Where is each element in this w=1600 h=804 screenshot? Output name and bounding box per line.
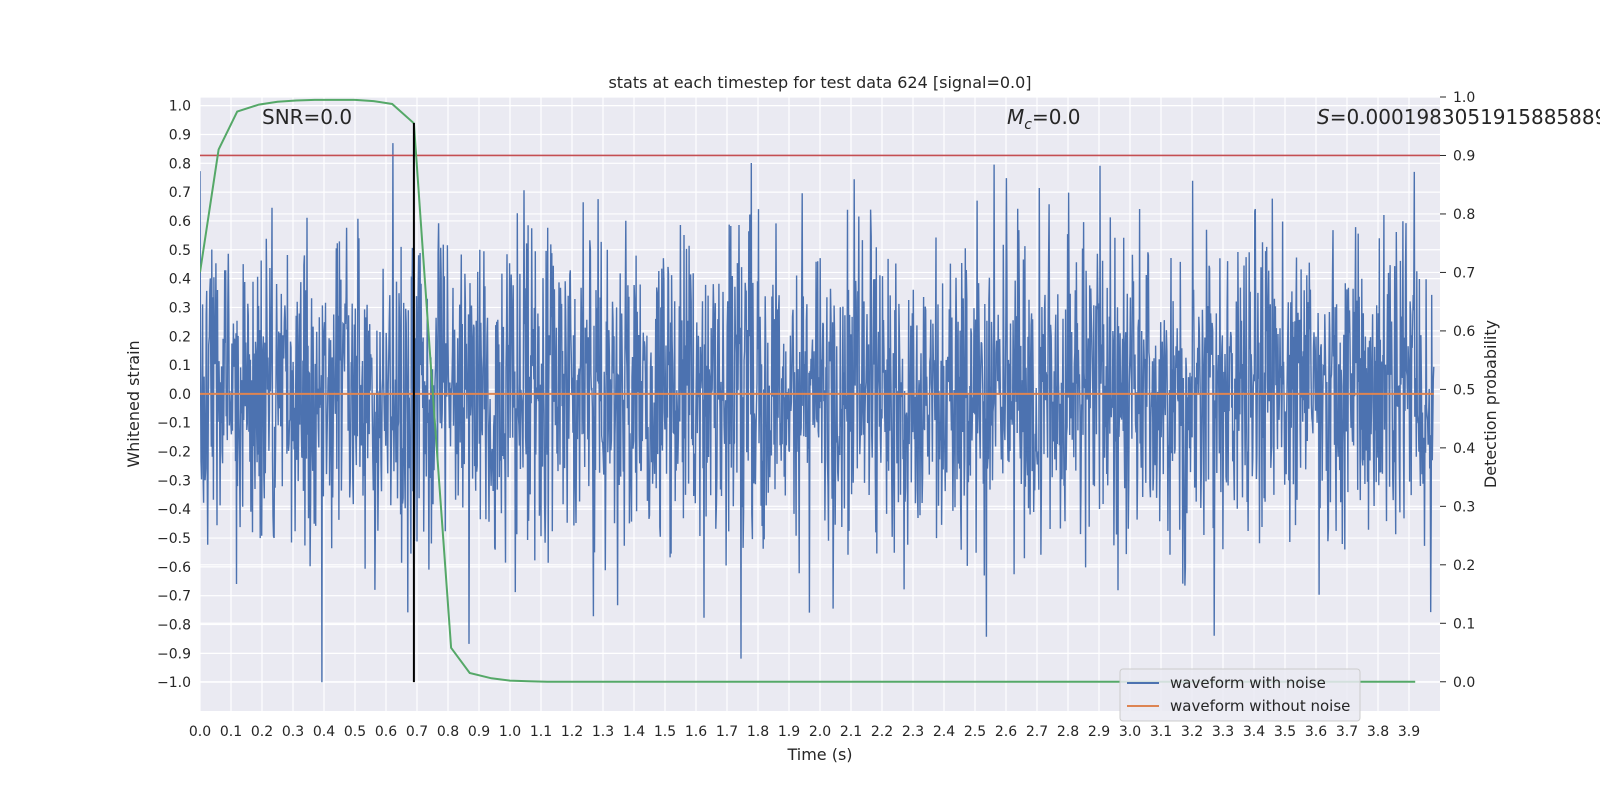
x-tick-label: 2.8 xyxy=(1057,724,1079,740)
y-tick-label: 0.2 xyxy=(169,329,191,345)
x-tick-label: 2.1 xyxy=(840,724,862,740)
x-tick-label: 0.6 xyxy=(375,724,397,740)
x-tick-label: 0.4 xyxy=(313,724,335,740)
y2-tick-label: 0.8 xyxy=(1453,207,1475,223)
x-tick-label: 0.7 xyxy=(406,724,428,740)
y-tick-label: −0.3 xyxy=(157,473,191,489)
y-axis-label: Whitened strain xyxy=(124,340,143,467)
x-tick-label: 1.3 xyxy=(592,724,614,740)
x-tick-label: 2.5 xyxy=(964,724,986,740)
x-tick-label: 2.2 xyxy=(871,724,893,740)
x-tick-label: 1.7 xyxy=(716,724,738,740)
y-tick-label: 0.9 xyxy=(169,127,191,143)
chirp-mass-subscript: c xyxy=(1024,117,1032,133)
x-tick-label: 1.9 xyxy=(778,724,800,740)
x-tick-label: 2.3 xyxy=(902,724,924,740)
y-tick-label: −0.8 xyxy=(157,618,191,634)
y-tick-label: −0.1 xyxy=(157,416,191,432)
chirp-mass-value: =0.0 xyxy=(1032,105,1081,129)
y-tick-label: 0.1 xyxy=(169,358,191,374)
x-tick-label: 2.7 xyxy=(1026,724,1048,740)
y-tick-label: 0.5 xyxy=(169,243,191,259)
y2-tick-label: 0.7 xyxy=(1453,265,1475,281)
y2-tick-label: 0.9 xyxy=(1453,148,1475,164)
x-tick-label: 2.4 xyxy=(933,724,955,740)
chirp-mass-symbol: M xyxy=(1007,105,1024,129)
x-tick-label: 2.9 xyxy=(1088,724,1110,740)
x-tick-label: 3.0 xyxy=(1119,724,1141,740)
y2-tick-label: 0.5 xyxy=(1453,382,1475,398)
x-tick-label: 1.6 xyxy=(685,724,707,740)
chart-title: stats at each timestep for test data 624… xyxy=(608,73,1031,92)
x-tick-label: 3.7 xyxy=(1336,724,1358,740)
x-tick-label: 2.6 xyxy=(995,724,1017,740)
x-tick-label: 3.4 xyxy=(1243,724,1265,740)
x-tick-label: 3.8 xyxy=(1367,724,1389,740)
legend-label-clean: waveform without noise xyxy=(1170,697,1350,715)
x-tick-label: 1.8 xyxy=(747,724,769,740)
x-tick-label: 1.5 xyxy=(654,724,676,740)
x-tick-label: 0.2 xyxy=(251,724,273,740)
x-tick-label: 3.1 xyxy=(1150,724,1172,740)
legend-box xyxy=(1119,668,1361,722)
y2-tick-label: 0.1 xyxy=(1453,616,1475,632)
y2-tick-label: 0.6 xyxy=(1453,324,1475,340)
y-tick-label: −0.5 xyxy=(157,531,191,547)
y-tick-label: −0.9 xyxy=(157,646,191,662)
detection-probability-line xyxy=(200,98,1416,683)
x-tick-label: 3.3 xyxy=(1212,724,1234,740)
y2-tick-label: 1.0 xyxy=(1453,90,1475,106)
x-tick-label: 0.3 xyxy=(282,724,304,740)
y-tick-label: −0.7 xyxy=(157,589,191,605)
x-tick-label: 0.8 xyxy=(437,724,459,740)
x-tick-label: 1.4 xyxy=(623,724,645,740)
y2-tick-label: 0.2 xyxy=(1453,558,1475,574)
y2-tick-label: 0.3 xyxy=(1453,499,1475,515)
score-value: =0.00019830519158858895 xyxy=(1330,105,1600,129)
x-tick-label: 0.0 xyxy=(189,724,211,740)
x-tick-label: 0.9 xyxy=(468,724,490,740)
y2-tick-label: 0.0 xyxy=(1453,675,1475,691)
y-tick-label: 1.0 xyxy=(169,99,191,115)
score-symbol: S xyxy=(1317,105,1330,129)
x-axis-label: Time (s) xyxy=(786,745,852,764)
y-tick-label: 0.3 xyxy=(169,300,191,316)
y-tick-label: −0.4 xyxy=(157,502,191,518)
legend: waveform with noise waveform without noi… xyxy=(1119,668,1361,722)
y-tick-label: 0.4 xyxy=(169,272,191,288)
y-tick-label: −0.2 xyxy=(157,445,191,461)
y2-axis-label: Detection probability xyxy=(1481,320,1500,488)
x-tick-label: 0.5 xyxy=(344,724,366,740)
legend-label-noise: waveform with noise xyxy=(1170,674,1326,692)
data-layer xyxy=(200,98,1440,683)
x-tick-label: 3.9 xyxy=(1398,724,1420,740)
y-tick-label: 0.0 xyxy=(169,387,191,403)
chirp-mass-annotation: Mc=0.0 xyxy=(1007,105,1081,133)
x-tick-label: 3.5 xyxy=(1274,724,1296,740)
waveform-with-noise-line xyxy=(200,143,1435,683)
x-tick-label: 1.1 xyxy=(530,724,552,740)
score-annotation: S=0.00019830519158858895 xyxy=(1317,105,1600,129)
y-tick-label: −0.6 xyxy=(157,560,191,576)
y-tick-label: 0.7 xyxy=(169,185,191,201)
axis-layer: 1.0 0.9 0.8 0.7 0.6 0.5 0.4 0.3 0.2 0.1 0.0 −0.1 −0.… xyxy=(157,90,1475,740)
y-tick-label: 0.8 xyxy=(169,156,191,172)
x-tick-label: 3.6 xyxy=(1305,724,1327,740)
y-tick-label: 0.6 xyxy=(169,214,191,230)
x-tick-label: 2.0 xyxy=(809,724,831,740)
y-tick-label: −1.0 xyxy=(157,675,191,691)
y2-tick-label: 0.4 xyxy=(1453,441,1475,457)
x-tick-label: 1.2 xyxy=(561,724,583,740)
x-tick-label: 3.2 xyxy=(1181,724,1203,740)
snr-annotation: SNR=0.0 xyxy=(262,105,352,129)
x-tick-label: 0.1 xyxy=(220,724,242,740)
x-tick-label: 1.0 xyxy=(499,724,521,740)
